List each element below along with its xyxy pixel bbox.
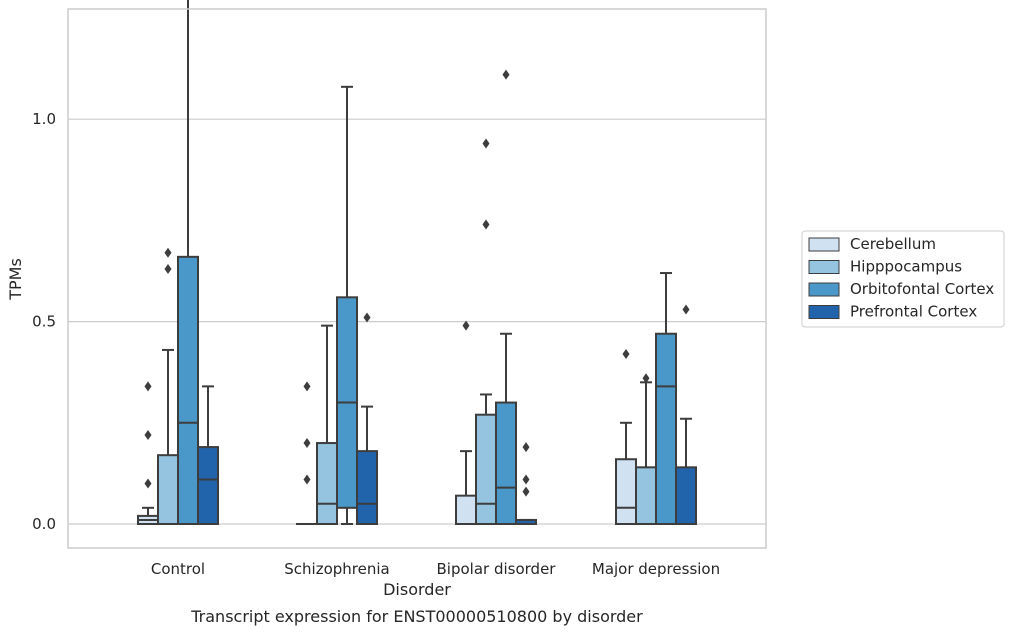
outlier-point	[144, 478, 152, 489]
x-axis-title: Disorder	[383, 580, 451, 599]
box-prefrontal-cortex	[197, 385, 219, 526]
legend-label: Cerebellum	[850, 235, 936, 253]
outlier-point	[522, 442, 530, 453]
chart-caption: Transcript expression for ENST0000051080…	[190, 607, 643, 626]
legend-swatch	[808, 282, 840, 297]
box-cerebellum	[455, 320, 477, 526]
box-iqr	[177, 255, 199, 525]
box-iqr	[157, 454, 179, 525]
outlier-point	[144, 429, 152, 440]
box-iqr	[655, 332, 677, 525]
outlier-point	[482, 138, 490, 149]
box-hipppocampus	[635, 373, 657, 526]
outlier-point	[622, 348, 630, 359]
legend-frame	[801, 230, 1005, 328]
outlier-point	[642, 373, 650, 384]
outlier-point	[522, 486, 530, 497]
x-tick-label: Major depression	[592, 560, 720, 578]
box-hipppocampus	[475, 138, 497, 526]
box-orbitofontal-cortex	[336, 85, 358, 525]
box-cerebellum	[615, 348, 637, 525]
legend-label: Orbitofontal Cortex	[850, 280, 994, 298]
x-tick-label: Bipolar disorder	[437, 560, 557, 578]
plot-frame	[67, 8, 767, 549]
outlier-point	[363, 312, 371, 323]
box-iqr	[495, 401, 517, 525]
x-tick-label: Control	[151, 560, 205, 578]
box-iqr	[675, 466, 697, 526]
box-hipppocampus	[157, 247, 179, 525]
y-tick-label: 0.5	[32, 313, 56, 331]
outlier-point	[682, 304, 690, 315]
legend-swatch	[808, 305, 840, 319]
outlier-point	[303, 381, 311, 392]
legend-swatch	[808, 260, 840, 274]
box-prefrontal-cortex	[515, 442, 537, 526]
legend-swatch	[808, 237, 840, 252]
y-axis-title: TPMs	[6, 258, 25, 301]
box-iqr	[615, 458, 637, 525]
box-hipppocampus	[316, 324, 338, 526]
box-iqr	[316, 442, 338, 526]
box-cerebellum	[137, 381, 159, 525]
plot-boxes	[137, 0, 697, 526]
outlier-point	[144, 381, 152, 392]
outlier-point	[522, 474, 530, 485]
y-tick-labels: 0.00.51.01.52.02.5	[32, 110, 56, 533]
y-tick-label: 1.0	[32, 110, 56, 128]
outlier-point	[482, 219, 490, 230]
box-orbitofontal-cortex	[177, 0, 199, 525]
x-tick-labels: Control Schizophrenia Bipolar disorder Majo…	[151, 560, 720, 578]
box-iqr	[455, 494, 477, 526]
box-prefrontal-cortex	[356, 312, 378, 525]
y-tick-label: 0.0	[32, 515, 56, 533]
legend-label: Prefrontal Cortex	[850, 303, 977, 321]
legend: Cerebellum Hipppocampus Orbitofontal Corte…	[801, 230, 1005, 328]
outlier-point	[164, 263, 172, 274]
x-tick-label: Schizophrenia	[284, 560, 389, 578]
box-orbitofontal-cortex	[655, 272, 677, 525]
outlier-point	[164, 247, 172, 258]
outlier-point	[303, 438, 311, 449]
box-iqr	[197, 446, 219, 526]
outlier-point	[462, 320, 470, 331]
box-iqr	[356, 450, 378, 525]
box-iqr	[475, 413, 497, 526]
box-prefrontal-cortex	[675, 304, 697, 526]
box-orbitofontal-cortex	[495, 69, 517, 525]
box-iqr	[635, 466, 657, 526]
legend-label: Hipppocampus	[850, 258, 962, 276]
outlier-point	[502, 69, 510, 80]
outlier-point	[303, 474, 311, 485]
box-cerebellum	[296, 381, 318, 526]
